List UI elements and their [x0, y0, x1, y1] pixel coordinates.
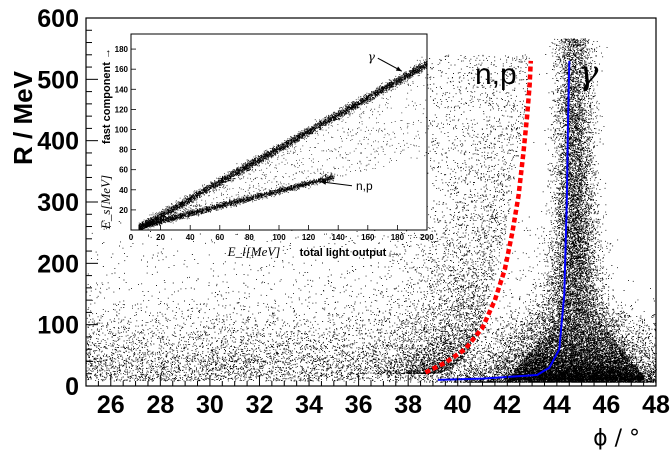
- inset-y-tick-label: 140: [115, 85, 129, 94]
- x-tick-label: 40: [444, 391, 472, 419]
- y-tick-label: 600: [37, 5, 79, 33]
- inset-x-tick-label: 0: [129, 233, 134, 242]
- x-axis-title: ϕ / °: [593, 426, 640, 451]
- inset-y-label-text: fast component →: [101, 48, 113, 144]
- inset-y-tick-label: 20: [119, 206, 128, 215]
- main-scatter-cloud: [86, 38, 657, 383]
- x-tick-label: 42: [493, 391, 521, 419]
- inset-y-label-var: E_s[MeV]: [98, 175, 113, 230]
- inset-y-tick-label: 120: [115, 105, 129, 114]
- inset-scatter-cloud: [138, 55, 428, 231]
- x-tick-label: 28: [146, 391, 174, 419]
- label-gamma: γ: [578, 53, 599, 93]
- inset-x-tick-label: 160: [361, 233, 375, 242]
- inset-y-tick-label: 160: [115, 65, 129, 74]
- label-np: n,p: [475, 58, 517, 91]
- inset-x-label-var: E_l[MeV]: [227, 244, 281, 259]
- inset-arrow-head: [395, 66, 402, 72]
- inset-x-tick-label: 40: [186, 233, 195, 242]
- y-tick-label: 400: [37, 128, 79, 156]
- inset-x-tick-label: 120: [302, 233, 316, 242]
- inset-y-tick-label: 80: [119, 146, 128, 155]
- y-tick-label: 100: [37, 312, 79, 340]
- x-tick-label: 48: [642, 391, 670, 419]
- inset-y-tick-label: 60: [119, 166, 128, 175]
- inset-gamma-label: γ: [368, 50, 376, 64]
- inset-x-label-text: total light output →: [300, 247, 401, 259]
- inset-x-tick-label: 60: [215, 233, 224, 242]
- inset-x-tick-label: 200: [420, 233, 434, 242]
- inset-panel: 0 20 40 60 80 100 120 140 160 180 200 20 40 60 80 100 12…: [98, 33, 435, 259]
- inset-np-label: n,p: [356, 179, 373, 193]
- inset-x-tick-label: 140: [332, 233, 346, 242]
- inset-point-cloud: [138, 55, 428, 231]
- inset-arrow-head: [320, 180, 327, 185]
- inset-axis-ticks: 0 20 40 60 80 100 120 140 160 180 200 20 40 60 80 100 12…: [115, 45, 435, 242]
- y-axis-title: R / MeV: [8, 70, 38, 165]
- x-tick-label: 36: [345, 391, 373, 419]
- x-tick-label: 30: [196, 391, 224, 419]
- inset-y-tick-label: 180: [115, 45, 129, 54]
- y-tick-label: 200: [37, 250, 79, 278]
- inset-x-tick-label: 100: [272, 233, 286, 242]
- gamma-curve: [437, 60, 571, 381]
- np-curve: [424, 60, 534, 375]
- main-point-cloud: [86, 38, 657, 383]
- y-tick-label: 0: [65, 373, 79, 401]
- inset-annotations: γ n,p: [320, 50, 403, 193]
- y-tick-label: 500: [37, 66, 79, 94]
- inset-y-tick-label: 100: [115, 125, 129, 134]
- inset-x-tick-label: 80: [245, 233, 254, 242]
- main-axis-ticks: 26 28 30 32 34 36 38 40 42 44 46 480100200300400500…: [37, 5, 670, 419]
- x-tick-label: 38: [394, 391, 422, 419]
- inset-x-tick-label: 20: [156, 233, 165, 242]
- inset-background: [131, 34, 427, 230]
- x-tick-label: 46: [593, 391, 621, 419]
- x-tick-label: 34: [295, 391, 323, 419]
- x-tick-label: 26: [97, 391, 125, 419]
- inset-x-tick-label: 180: [391, 233, 405, 242]
- inset-y-tick-label: 40: [119, 186, 128, 195]
- main-curves: [424, 60, 571, 381]
- x-tick-label: 32: [246, 391, 274, 419]
- y-tick-label: 300: [37, 189, 79, 217]
- x-tick-label: 44: [543, 391, 571, 419]
